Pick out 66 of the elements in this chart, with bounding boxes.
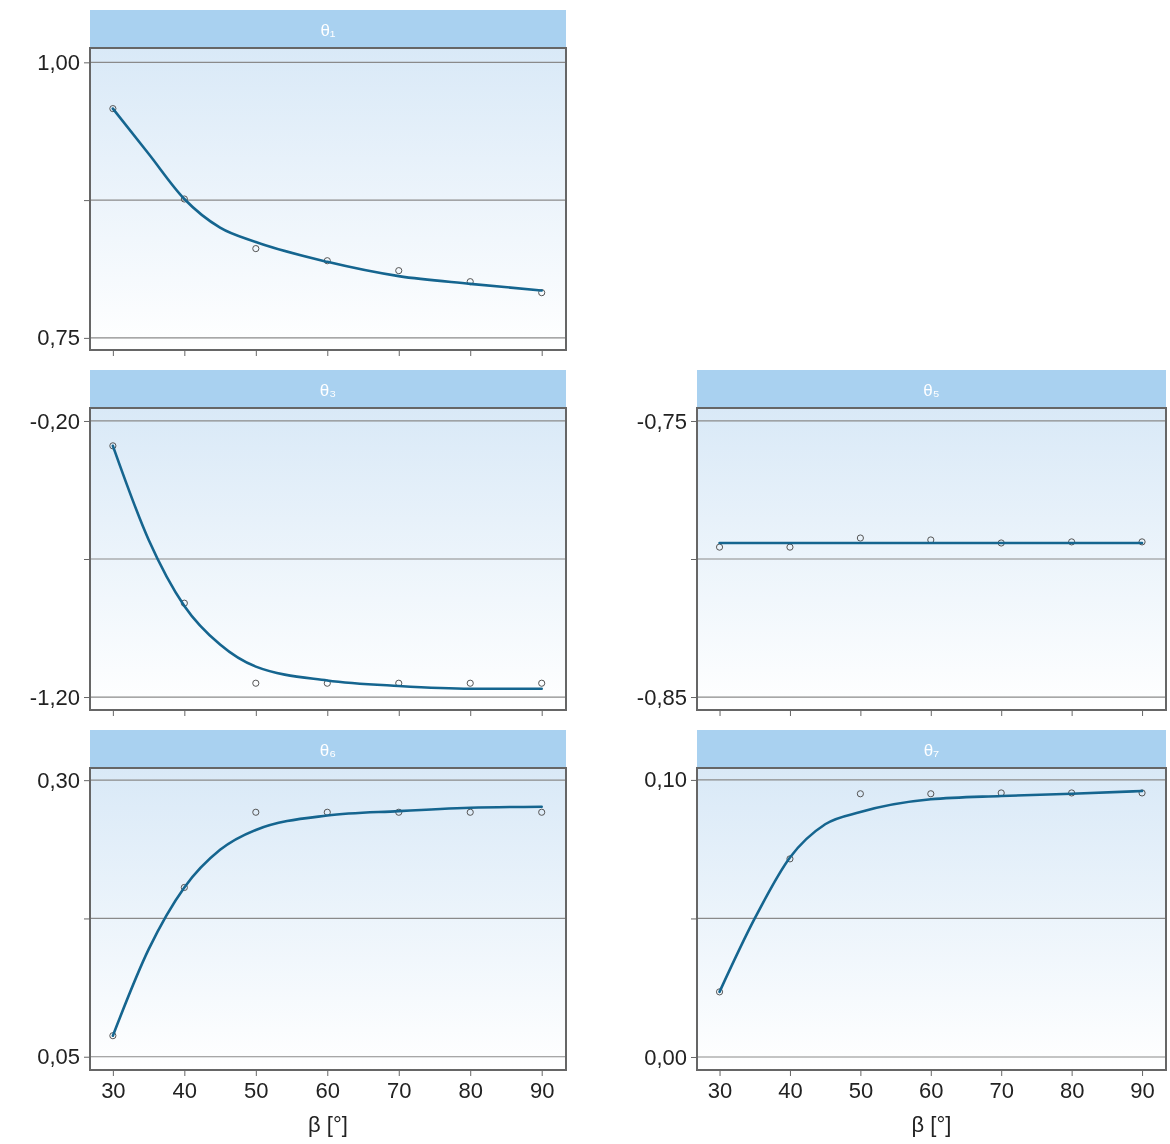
y-tick-label: 0,10 (644, 767, 687, 793)
point (856, 534, 864, 542)
point (538, 808, 546, 816)
point (109, 442, 117, 450)
x-tick-label: 50 (848, 1077, 874, 1103)
y-tick-label: 0,00 (644, 1044, 687, 1070)
point (252, 245, 260, 253)
x-tick-label: 30 (101, 1077, 126, 1103)
y-tick-label: 1,00 (37, 49, 80, 75)
point (715, 543, 724, 551)
point (395, 267, 403, 275)
x-tick-label: 70 (989, 1077, 1014, 1103)
chart-title: θ₅ (923, 381, 940, 400)
point (1068, 789, 1076, 797)
x-tick-label: 60 (919, 1077, 944, 1103)
point (109, 1032, 117, 1040)
chart-title: θ₃ (319, 381, 337, 400)
point (180, 599, 188, 607)
point (395, 808, 403, 816)
x-tick-label: 70 (387, 1077, 412, 1103)
x-tick-label: 60 (315, 1077, 341, 1103)
x-tick-label: 80 (1059, 1077, 1085, 1103)
y-tick-label: -0,85 (636, 684, 687, 710)
point (323, 257, 331, 265)
point (997, 539, 1005, 547)
point (538, 289, 546, 297)
point (538, 679, 546, 687)
point (252, 679, 260, 687)
x-tick-label: 30 (707, 1077, 733, 1103)
point (1068, 538, 1076, 546)
x-tick-label: 50 (244, 1077, 269, 1103)
x-axis-title: β [°] (308, 1112, 348, 1137)
line-series (111, 107, 543, 292)
point (715, 988, 724, 996)
point (786, 543, 794, 551)
point (180, 883, 188, 892)
y-tick-label: 0,30 (37, 767, 80, 793)
line-series (718, 789, 1144, 994)
point (1138, 538, 1146, 546)
x-axis-title: β [°] (911, 1112, 952, 1137)
point (252, 808, 260, 816)
point (856, 790, 864, 798)
x-tick-label: 40 (778, 1077, 803, 1103)
chart-title: θ₇ (923, 741, 940, 760)
line-series (111, 805, 543, 1038)
y-tick-label: 0,75 (37, 325, 80, 351)
line-series (111, 444, 543, 691)
point (323, 679, 331, 687)
y-tick-label: 0,05 (37, 1044, 80, 1070)
point (180, 195, 188, 203)
chart-title: θ₆ (319, 741, 337, 760)
y-tick-label: -1,20 (29, 684, 80, 710)
x-tick-label: 80 (458, 1077, 483, 1103)
point (927, 790, 935, 798)
x-tick-label: 40 (172, 1077, 198, 1103)
point (786, 855, 794, 863)
point (466, 808, 474, 816)
point (466, 679, 474, 687)
point (323, 808, 331, 816)
chart-title: θ₁ (320, 21, 336, 40)
point (1138, 789, 1146, 797)
x-tick-label: 90 (529, 1077, 555, 1103)
y-tick-label: -0,20 (29, 408, 80, 434)
y-tick-label: -0,75 (636, 408, 687, 434)
x-tick-label: 90 (1130, 1077, 1155, 1103)
point (109, 105, 117, 113)
